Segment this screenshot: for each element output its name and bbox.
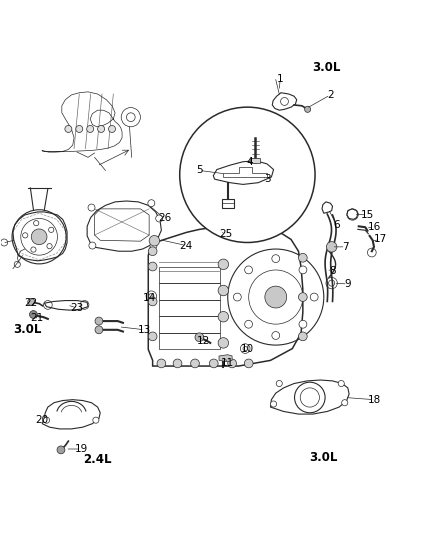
Circle shape <box>89 242 96 249</box>
Circle shape <box>218 285 229 296</box>
Circle shape <box>98 125 105 133</box>
Circle shape <box>93 417 99 423</box>
Circle shape <box>299 266 307 274</box>
Circle shape <box>29 311 37 318</box>
Circle shape <box>88 204 95 211</box>
Circle shape <box>326 241 337 252</box>
Text: 15: 15 <box>361 210 374 220</box>
Circle shape <box>155 215 162 222</box>
Text: 2.4L: 2.4L <box>83 453 112 466</box>
Circle shape <box>47 244 52 249</box>
Circle shape <box>43 417 49 423</box>
Circle shape <box>342 400 348 406</box>
Text: 22: 22 <box>25 298 38 308</box>
Text: 10: 10 <box>241 344 254 354</box>
Circle shape <box>31 229 47 245</box>
Circle shape <box>281 98 288 106</box>
Text: 3.0L: 3.0L <box>312 61 340 74</box>
Circle shape <box>245 320 253 328</box>
Circle shape <box>299 320 307 328</box>
Circle shape <box>95 317 103 325</box>
Circle shape <box>148 247 157 256</box>
Text: 3.0L: 3.0L <box>13 324 41 336</box>
Circle shape <box>228 359 237 368</box>
Circle shape <box>298 253 307 262</box>
Circle shape <box>244 359 253 368</box>
Circle shape <box>28 298 35 305</box>
Text: 20: 20 <box>35 415 49 425</box>
Circle shape <box>276 381 283 386</box>
Circle shape <box>233 293 241 301</box>
Text: 7: 7 <box>343 242 349 252</box>
Circle shape <box>310 293 318 301</box>
Circle shape <box>49 227 54 232</box>
Text: 5: 5 <box>196 165 203 175</box>
Circle shape <box>109 125 116 133</box>
Text: 26: 26 <box>158 214 171 223</box>
Text: 21: 21 <box>30 313 43 323</box>
Circle shape <box>23 233 28 238</box>
Polygon shape <box>250 158 261 163</box>
Text: 4: 4 <box>246 157 253 167</box>
Circle shape <box>34 221 39 226</box>
Circle shape <box>245 266 253 274</box>
Text: 17: 17 <box>374 235 387 245</box>
Text: 24: 24 <box>180 240 193 251</box>
Circle shape <box>195 333 204 342</box>
Text: 14: 14 <box>142 293 156 303</box>
Circle shape <box>209 359 218 368</box>
Text: 3.0L: 3.0L <box>309 451 337 464</box>
Text: 6: 6 <box>334 220 340 230</box>
Circle shape <box>338 381 344 386</box>
Circle shape <box>191 359 199 368</box>
Circle shape <box>272 255 280 263</box>
Text: 19: 19 <box>75 444 88 454</box>
Circle shape <box>218 259 229 270</box>
Circle shape <box>180 107 315 243</box>
Text: 13: 13 <box>138 325 152 335</box>
Circle shape <box>173 359 182 368</box>
Text: 2: 2 <box>327 90 334 100</box>
Text: 1: 1 <box>277 74 283 84</box>
Polygon shape <box>219 354 232 362</box>
Circle shape <box>272 332 280 340</box>
Circle shape <box>298 332 307 341</box>
Text: 9: 9 <box>345 279 351 289</box>
Circle shape <box>148 297 157 306</box>
Circle shape <box>218 311 229 322</box>
Circle shape <box>76 125 83 133</box>
Text: 18: 18 <box>367 394 381 405</box>
Text: 25: 25 <box>219 229 232 239</box>
Circle shape <box>87 125 94 133</box>
Circle shape <box>57 446 65 454</box>
Circle shape <box>265 286 287 308</box>
Circle shape <box>157 359 166 368</box>
Circle shape <box>149 236 159 246</box>
Circle shape <box>218 338 229 348</box>
Text: 11: 11 <box>221 358 234 368</box>
Text: 12: 12 <box>197 336 210 346</box>
Circle shape <box>31 247 36 252</box>
Circle shape <box>65 125 72 133</box>
Text: 23: 23 <box>71 303 84 313</box>
Circle shape <box>95 326 103 334</box>
Text: 16: 16 <box>367 222 381 232</box>
Text: 3: 3 <box>264 174 270 184</box>
Circle shape <box>148 332 157 341</box>
Circle shape <box>148 200 155 207</box>
Text: 8: 8 <box>329 266 336 276</box>
Circle shape <box>148 262 157 271</box>
Circle shape <box>150 242 157 249</box>
Circle shape <box>304 106 311 112</box>
Circle shape <box>298 293 307 302</box>
Circle shape <box>271 401 277 407</box>
